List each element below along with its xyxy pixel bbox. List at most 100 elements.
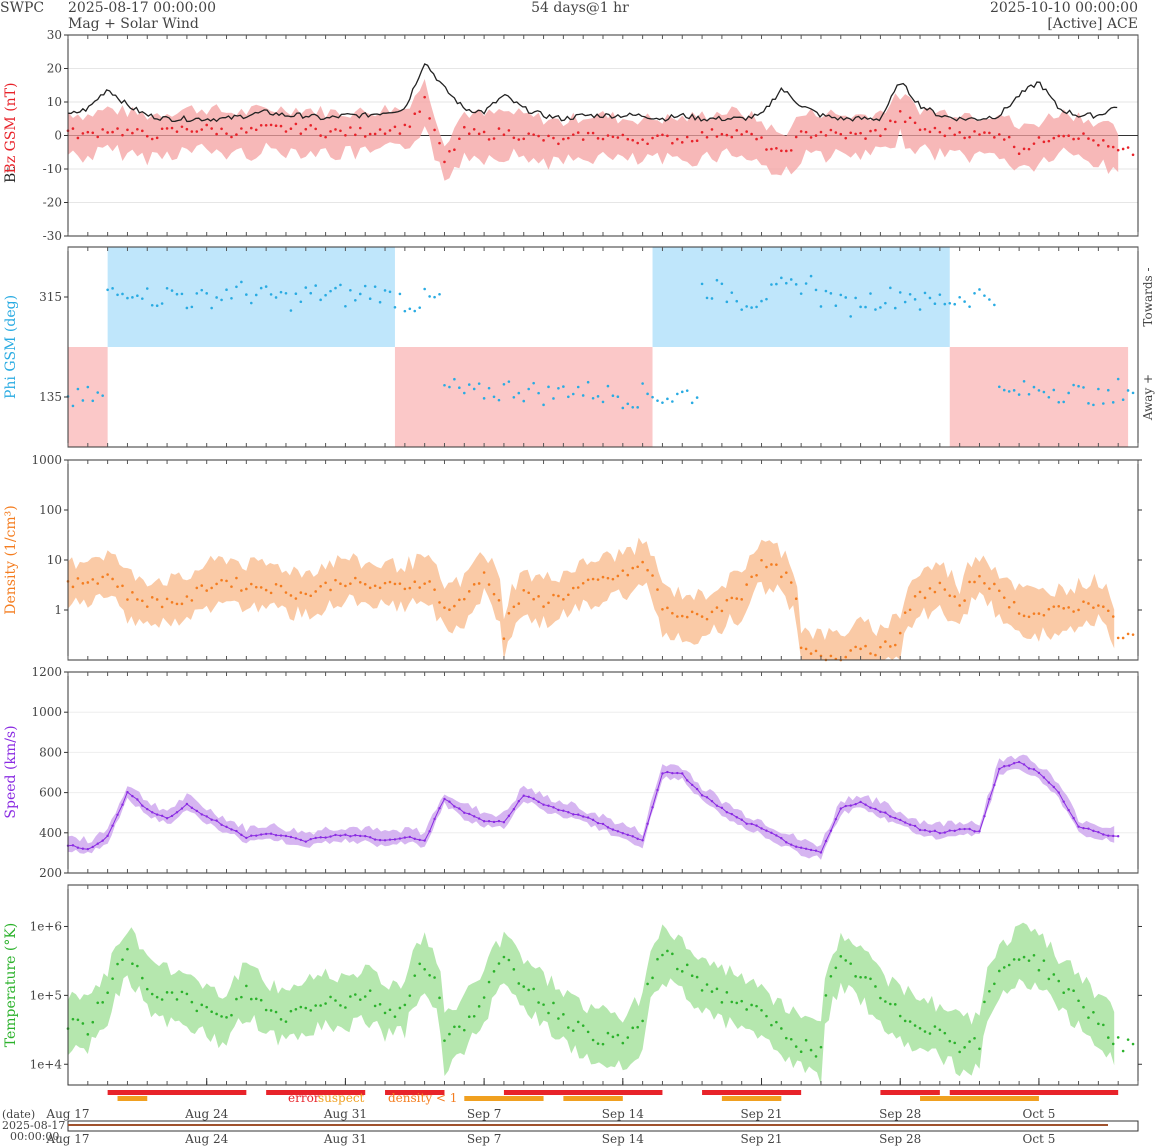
phi-point — [933, 302, 937, 306]
temperature-point — [1057, 979, 1061, 983]
y-tick-label: 1e+4 — [30, 1057, 63, 1071]
bz-point — [1032, 142, 1036, 145]
bz-point — [834, 131, 838, 134]
temperature-point — [512, 968, 516, 971]
density-point — [423, 582, 426, 585]
temperature-point — [735, 1001, 739, 1005]
temperature-point — [1077, 999, 1080, 1003]
density-point — [581, 581, 585, 585]
phi-point — [101, 394, 104, 397]
phi-point — [517, 391, 521, 395]
phi-point — [477, 382, 481, 385]
temperature-point — [631, 1026, 635, 1030]
phi-point — [245, 293, 248, 296]
temperature-point — [121, 958, 124, 961]
bz-point — [423, 95, 426, 99]
density-point — [1032, 612, 1036, 615]
phi-point — [482, 397, 486, 400]
temperature-point — [458, 1025, 461, 1028]
density-point — [106, 573, 109, 576]
phi-point — [91, 399, 95, 403]
bz-point — [680, 141, 684, 144]
phi-point — [676, 392, 679, 396]
phi-point — [760, 299, 763, 303]
density-point — [1077, 608, 1080, 612]
temperature-point — [1131, 1042, 1135, 1046]
density-axis-label: Density (1/cm³) — [3, 505, 19, 614]
temperature-point — [676, 967, 679, 971]
temperature-point — [274, 1010, 278, 1014]
temperature-point — [398, 1006, 402, 1010]
phi-point — [269, 293, 273, 296]
phi-point — [651, 395, 654, 399]
density-point — [175, 602, 179, 606]
y-tick-label: -30 — [43, 229, 62, 243]
phi-point — [433, 295, 436, 299]
phi-point — [879, 306, 882, 309]
phi-point — [1106, 388, 1110, 392]
temperature-point — [443, 1039, 446, 1042]
density-point — [86, 581, 90, 584]
bz-point — [190, 130, 194, 133]
bz-point — [854, 132, 857, 136]
bz-point — [522, 137, 526, 141]
bz-point — [700, 130, 704, 134]
temperature-point — [111, 977, 114, 980]
phi-point — [601, 400, 605, 404]
density-point — [809, 652, 813, 655]
temperature-point — [1032, 954, 1036, 957]
temperature-point — [591, 1038, 595, 1042]
temperature-point — [789, 1037, 793, 1041]
phi-point — [1067, 391, 1070, 395]
phi-point — [339, 283, 342, 287]
bz-point — [537, 134, 540, 138]
x-tick-label-bottom: Sep 7 — [467, 1132, 501, 1146]
phi-point — [923, 291, 927, 295]
phi-point — [997, 385, 1001, 389]
temperature-point — [378, 1002, 382, 1006]
bz-point — [141, 129, 144, 133]
density-point — [948, 594, 952, 597]
bz-point — [1087, 137, 1090, 140]
bz-point — [438, 141, 441, 145]
temperature-point — [413, 974, 417, 977]
phi-point — [160, 302, 164, 305]
bz-point — [745, 130, 748, 133]
temperature-point — [165, 991, 169, 994]
phi-point — [552, 397, 555, 400]
temperature-point — [606, 1031, 610, 1035]
density-point — [656, 588, 659, 591]
density-point — [735, 597, 739, 600]
phi-point — [393, 306, 397, 309]
bz-point — [695, 139, 699, 143]
phi-point — [849, 315, 852, 318]
density-point — [601, 575, 605, 579]
temperature-point — [294, 1007, 298, 1011]
bz-point — [581, 138, 585, 141]
temperature-point — [700, 989, 704, 992]
x-tick-label: Sep 21 — [740, 1107, 782, 1121]
error-flag-bar — [107, 1090, 247, 1095]
density-point — [368, 586, 372, 590]
bz-point — [388, 129, 392, 132]
density-point — [408, 586, 412, 590]
temperature-point — [438, 996, 441, 1000]
suspect-flag-bar — [920, 1096, 1039, 1101]
phi-point — [96, 391, 100, 394]
density-point — [993, 582, 996, 586]
density-point — [864, 644, 867, 648]
temperature-point — [136, 964, 139, 968]
phi-point — [86, 385, 90, 389]
brand-label: SWPC — [0, 0, 45, 16]
density-range-band — [68, 537, 1115, 660]
phi-point — [116, 293, 119, 297]
density-point — [1052, 605, 1056, 608]
bz-point — [160, 127, 164, 131]
temperature-point — [160, 998, 164, 1001]
temperature-point — [621, 1041, 625, 1045]
speed-panel-frame — [67, 671, 1139, 874]
density-point — [928, 587, 932, 590]
bz-point — [913, 121, 917, 125]
temperature-point — [963, 1046, 966, 1049]
phi-point — [136, 294, 139, 298]
